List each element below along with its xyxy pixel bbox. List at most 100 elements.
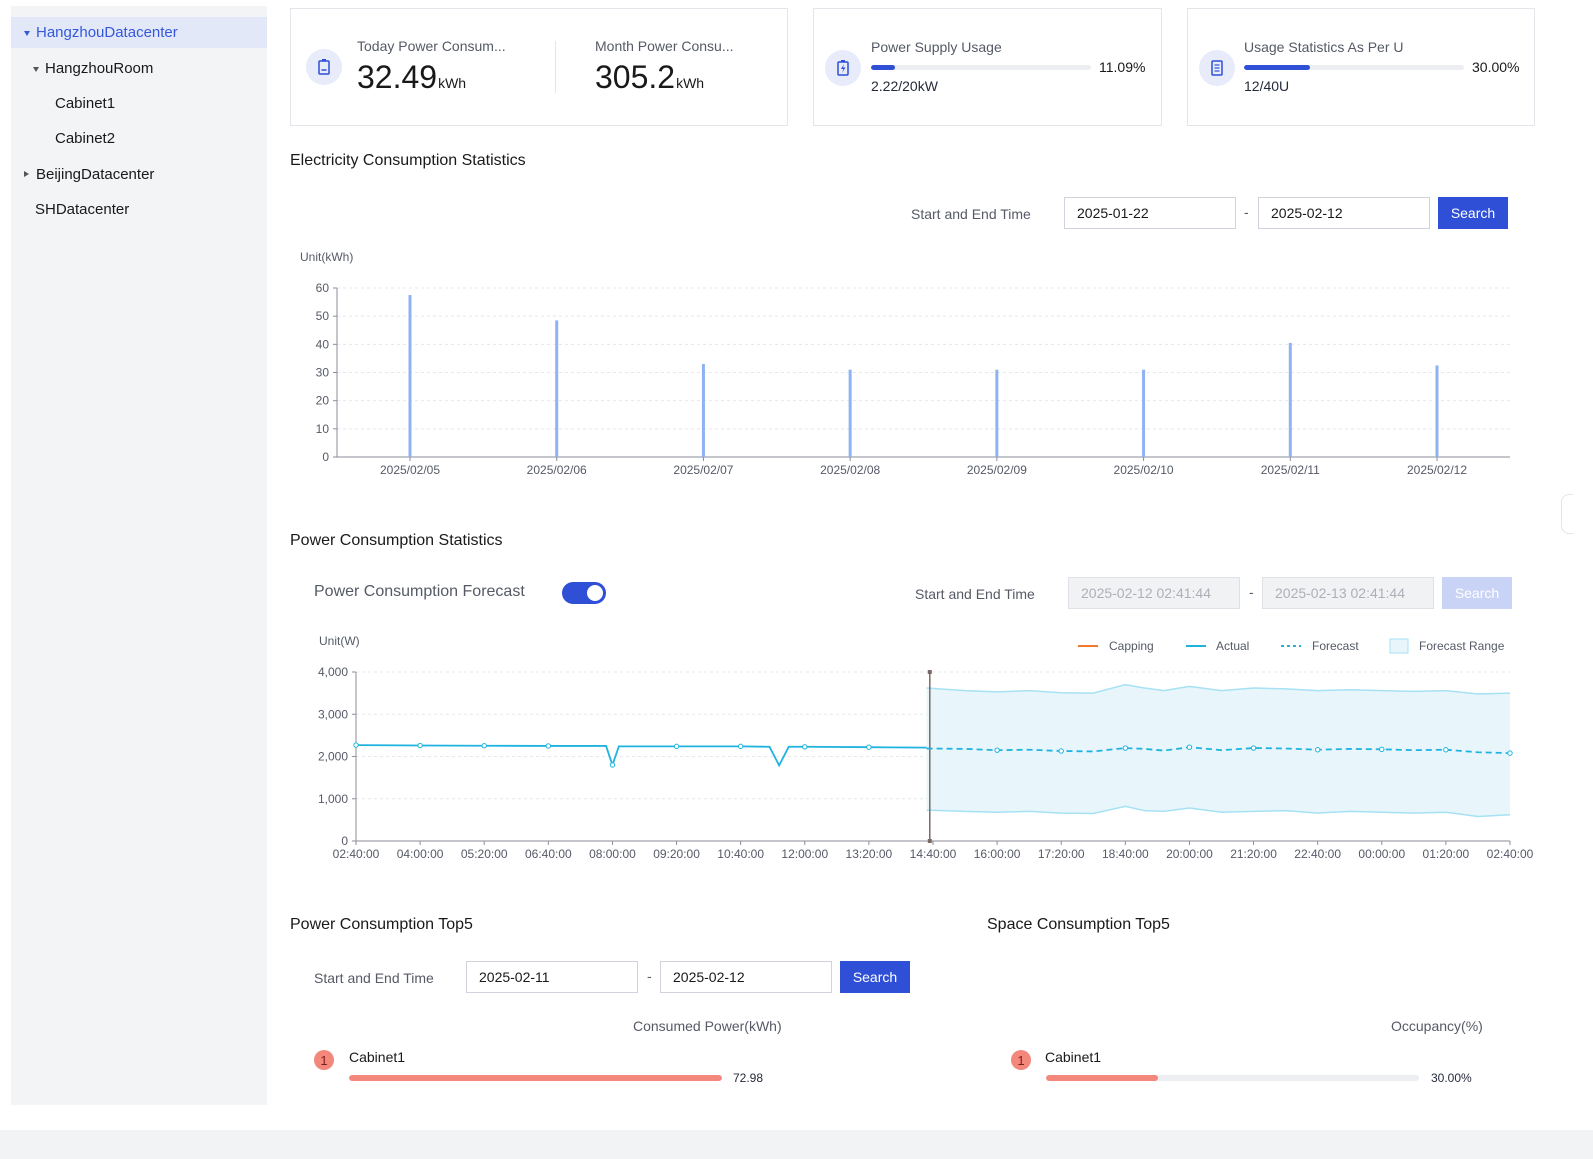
tree-item-hangzhou-datacenter[interactable]: HangzhouDatacenter	[11, 17, 267, 48]
space-usage-card: Usage Statistics As Per U 30.00% 12/40U	[1187, 8, 1535, 126]
y-tick-label: 0	[322, 450, 329, 464]
top5-start-date-input[interactable]	[466, 961, 638, 993]
legend-item-forecast[interactable]: Forecast	[1281, 639, 1359, 653]
tree-item-beijing-datacenter[interactable]: BeijingDatacenter	[11, 159, 267, 190]
x-tick-label: 21:20:00	[1230, 847, 1277, 861]
power-section-title: Power Consumption Statistics	[290, 532, 503, 549]
x-tick-label: 01:20:00	[1423, 847, 1470, 861]
date-range-separator: -	[1249, 584, 1254, 600]
caret-down-icon[interactable]	[33, 67, 39, 72]
y-tick-label: 60	[316, 281, 330, 295]
power-supply-label: Power Supply Usage	[871, 39, 1002, 55]
x-tick-label: 09:20:00	[653, 847, 700, 861]
caret-down-icon[interactable]	[24, 31, 30, 36]
power-end-datetime-input[interactable]	[1262, 577, 1434, 609]
space-top5-bar-fill	[1046, 1075, 1158, 1081]
space-top5-title: Space Consumption Top5	[987, 916, 1170, 933]
legend-forecast-label: Forecast	[1312, 639, 1359, 653]
x-tick-label: 2025/02/06	[527, 463, 587, 477]
space-usage-detail: 12/40U	[1244, 78, 1290, 94]
y-tick-label: 4,000	[318, 665, 348, 679]
legend-forecast-range-label: Forecast Range	[1419, 639, 1505, 653]
space-usage-percent: 30.00%	[1472, 59, 1520, 75]
tree-item-sh-datacenter[interactable]: SHDatacenter	[11, 194, 267, 225]
forecast-range-lower	[926, 805, 1511, 818]
forecast-point	[1314, 747, 1321, 753]
server-rack-icon	[1199, 50, 1235, 86]
legend-item-actual[interactable]: Actual	[1186, 639, 1249, 653]
today-power-label: Today Power Consum...	[357, 38, 506, 54]
electricity-start-date-input[interactable]	[1064, 197, 1236, 229]
power-top5-bar	[349, 1075, 722, 1081]
month-power-label: Month Power Consu...	[595, 38, 734, 54]
bar-chart-grid	[337, 287, 1510, 430]
rank-badge: 1	[314, 1050, 334, 1070]
toggle-knob	[587, 585, 603, 601]
electricity-end-date-input[interactable]	[1258, 197, 1430, 229]
x-tick-label: 10:40:00	[717, 847, 764, 861]
forecast-toggle-label: Power Consumption Forecast	[314, 583, 525, 600]
legend-item-forecast-range[interactable]: Forecast Range	[1389, 638, 1505, 654]
y-tick-label: 30	[316, 366, 330, 380]
x-tick-label: 2025/02/11	[1261, 463, 1320, 477]
forecast-toggle[interactable]	[562, 582, 606, 604]
actual-point	[866, 744, 872, 750]
power-top5-title: Power Consumption Top5	[290, 916, 473, 933]
power-supply-progress-fill	[871, 65, 896, 70]
forecast-point	[1122, 745, 1129, 751]
y-tick-label: 1,000	[318, 792, 348, 806]
forecast-point	[1058, 748, 1064, 754]
power-line-chart: Unit(W) Capping Actual Forecast Forecast…	[318, 634, 1534, 861]
bar	[1435, 365, 1439, 457]
power-supply-detail: 2.22/20kW	[871, 78, 938, 94]
actual-line	[355, 744, 927, 768]
space-top5-column-header: Occupancy(%)	[1391, 1018, 1483, 1034]
bar	[1288, 342, 1292, 457]
month-power-number: 305.2	[595, 59, 676, 95]
x-tick-label: 12:00:00	[781, 847, 828, 861]
sidebar-tree: HangzhouDatacenter HangzhouRoom Cabinet1…	[11, 6, 267, 1105]
tree-item-label: BeijingDatacenter	[36, 166, 155, 183]
space-usage-label: Usage Statistics As Per U	[1244, 39, 1404, 55]
x-tick-label: 2025/02/07	[673, 463, 733, 477]
forecast-point	[1250, 745, 1257, 751]
bar	[701, 364, 705, 457]
x-tick-label: 05:20:00	[461, 847, 508, 861]
legend-capping-label: Capping	[1109, 639, 1154, 653]
y-tick-label: 0	[341, 834, 348, 848]
month-power-unit: kWh	[676, 75, 705, 91]
electricity-time-label: Start and End Time	[911, 206, 1031, 222]
bar-chart-x-axis: 2025/02/05 2025/02/06 2025/02/07 2025/02/08…	[380, 457, 1467, 477]
y-tick-label: 2,000	[318, 750, 348, 764]
legend-item-capping[interactable]: Capping	[1078, 639, 1154, 653]
forecast-line	[926, 746, 1511, 755]
line-chart-legend: Capping Actual Forecast Forecast Range	[1078, 638, 1505, 654]
electricity-search-button[interactable]: Search	[1438, 197, 1508, 229]
electricity-section-title: Electricity Consumption Statistics	[290, 152, 526, 169]
power-consumption-card: Today Power Consum... 32.49kWh Month Pow…	[290, 8, 788, 126]
top5-end-date-input[interactable]	[660, 961, 832, 993]
power-search-button[interactable]: Search	[1442, 577, 1512, 609]
side-drawer-handle[interactable]	[1561, 494, 1573, 534]
line-chart-series	[353, 670, 1513, 843]
tree-item-label: SHDatacenter	[35, 201, 130, 218]
top5-search-button[interactable]: Search	[840, 961, 910, 993]
tree-item-cabinet2[interactable]: Cabinet2	[11, 123, 267, 154]
battery-icon	[306, 49, 342, 85]
caret-right-icon[interactable]	[24, 171, 29, 177]
x-tick-label: 2025/02/05	[380, 463, 440, 477]
tree-item-label: Cabinet1	[55, 95, 116, 112]
bar	[408, 295, 412, 457]
tree-item-label: HangzhouRoom	[45, 60, 154, 77]
y-tick-label: 10	[316, 422, 330, 436]
tree-item-hangzhou-room[interactable]: HangzhouRoom	[11, 53, 267, 84]
power-start-datetime-input[interactable]	[1068, 577, 1240, 609]
power-top5-item-value: 72.98	[733, 1071, 764, 1085]
date-range-separator: -	[1244, 204, 1249, 220]
tree-item-label: Cabinet2	[55, 130, 116, 147]
x-tick-label: 2025/02/09	[967, 463, 1027, 477]
x-tick-label: 14:40:00	[910, 847, 957, 861]
tree-item-cabinet1[interactable]: Cabinet1	[11, 88, 267, 119]
x-tick-label: 2025/02/12	[1407, 463, 1467, 477]
x-tick-label: 04:00:00	[397, 847, 444, 861]
